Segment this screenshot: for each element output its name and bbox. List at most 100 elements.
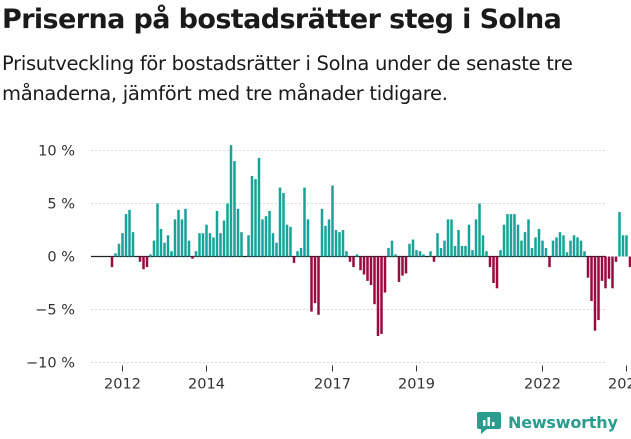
bar <box>376 256 380 336</box>
bar <box>338 232 341 257</box>
bar <box>439 248 443 257</box>
bar <box>597 256 600 321</box>
bar <box>254 179 257 257</box>
bar <box>450 219 453 257</box>
bar <box>464 245 467 257</box>
bar <box>334 230 338 257</box>
bar <box>177 209 180 257</box>
bar <box>348 256 352 262</box>
bar <box>593 256 597 331</box>
bar <box>474 219 478 257</box>
x-tick-label: 2024 <box>608 377 631 393</box>
bar <box>467 224 471 257</box>
bar <box>520 240 523 257</box>
bar <box>198 233 201 257</box>
bar <box>240 232 243 257</box>
grid-lines <box>91 150 606 363</box>
bar <box>114 253 117 257</box>
bar <box>569 240 572 257</box>
bar <box>604 256 607 289</box>
bar <box>565 252 569 257</box>
x-tick-label: 2022 <box>524 377 561 393</box>
bar <box>429 251 432 257</box>
bar <box>250 175 254 257</box>
bar <box>383 256 387 293</box>
bar <box>618 211 621 257</box>
bar <box>590 256 593 302</box>
bar <box>586 256 590 278</box>
bar <box>418 251 422 257</box>
bar <box>324 225 327 257</box>
bar <box>544 248 548 257</box>
brand-name: Newsworthy <box>508 412 618 432</box>
bar <box>117 243 121 257</box>
bar <box>551 240 555 257</box>
bar <box>537 228 541 257</box>
bar <box>355 254 359 257</box>
bar <box>303 187 306 257</box>
bar <box>506 214 509 257</box>
bar <box>261 219 264 257</box>
bar <box>411 239 415 257</box>
bar <box>387 248 390 257</box>
bar <box>264 216 268 257</box>
bar <box>397 256 401 282</box>
bar <box>156 203 159 257</box>
bar <box>128 209 131 257</box>
bar <box>292 256 296 263</box>
bar <box>621 235 625 257</box>
bar <box>268 210 271 257</box>
bar <box>142 256 145 270</box>
bar <box>436 233 439 257</box>
bar <box>534 237 537 257</box>
x-axis: 2012 2014 2017 2019 2022 2024 <box>104 365 631 393</box>
bar <box>152 240 156 257</box>
bar <box>527 219 530 257</box>
newsworthy-icon <box>477 412 501 434</box>
newsworthy-logo: Newsworthy <box>476 408 618 436</box>
bar <box>184 208 187 257</box>
bar <box>625 235 628 257</box>
bar <box>173 219 177 257</box>
bar <box>502 224 506 257</box>
bar <box>558 232 562 257</box>
bar <box>600 256 604 281</box>
bar <box>572 235 576 257</box>
bar <box>313 256 317 304</box>
bar <box>548 256 551 268</box>
bar <box>555 237 558 257</box>
bar <box>306 219 310 257</box>
bar <box>513 214 516 257</box>
bar <box>628 256 631 268</box>
bar <box>149 254 152 257</box>
x-tick-label: 2014 <box>188 377 225 393</box>
bar <box>212 237 215 257</box>
bar <box>516 224 520 257</box>
bar <box>394 254 397 257</box>
bar <box>457 230 460 257</box>
bar <box>205 224 208 257</box>
y-axis: 10 % 5 % 0 % −5 % −10 % <box>26 144 75 372</box>
x-tick-label: 2019 <box>398 377 435 393</box>
bar <box>278 187 282 257</box>
bar <box>194 251 198 257</box>
bar <box>341 230 345 257</box>
bar <box>579 240 583 257</box>
y-tick-label: −5 % <box>35 303 75 319</box>
bar <box>166 235 170 257</box>
bar <box>159 228 163 257</box>
bar <box>110 256 114 268</box>
bar <box>320 208 324 257</box>
y-tick-label: −10 % <box>26 356 75 372</box>
x-tick-label: 2017 <box>314 377 351 393</box>
bar <box>201 233 205 257</box>
bar <box>607 256 611 279</box>
bar <box>478 203 481 257</box>
bar <box>404 256 408 274</box>
bar <box>317 256 320 315</box>
bar <box>191 256 194 259</box>
bar <box>327 219 331 257</box>
bar <box>275 242 278 257</box>
bar <box>352 256 355 268</box>
bar <box>432 256 436 262</box>
